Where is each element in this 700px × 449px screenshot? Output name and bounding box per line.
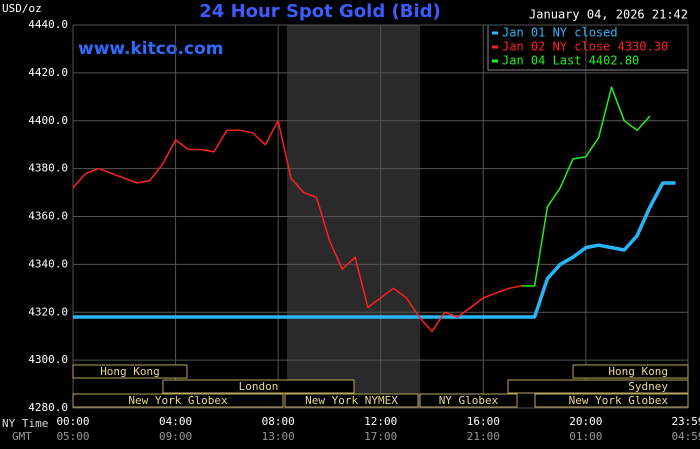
session-label: New York Globex [128,394,228,407]
session-bar [284,393,419,408]
x-tick-label: 16:00 [467,415,500,428]
session-label: New York NYMEX [305,394,398,407]
session-label: Sydney [628,380,668,393]
session-bar [72,364,188,379]
x2-tick-label: 05:00 [56,430,89,443]
x2-tick-label: 09:00 [159,430,192,443]
y-tick-label: 4300.0 [28,353,68,366]
price-line [521,86,651,287]
x2-tick-label: 04:59 [671,430,700,443]
x-axis-label: NY Time [2,417,48,430]
x-tick-label: 20:00 [569,415,602,428]
timestamp: January 04, 2026 21:42 [529,8,688,22]
y-tick-label: 4440.0 [28,18,68,31]
session-bar [572,364,689,379]
y-tick-label: 4340.0 [28,257,68,270]
session-bar [162,379,355,394]
legend [487,24,689,71]
y-axis-label: USD/oz [2,2,42,15]
x2-tick-label: 13:00 [262,430,295,443]
website: www.kitco.com [78,39,223,59]
session-bar [72,393,284,408]
y-tick-label: 4400.0 [28,114,68,127]
y-tick-label: 4380.0 [28,162,68,175]
legend-label: Jan 01 NY closed [502,26,618,40]
session-bar [507,379,689,394]
legend-label: Jan 02 NY close 4330.30 [502,40,668,54]
session-bar [419,393,518,408]
chart-title: 24 Hour Spot Gold (Bid) [199,1,440,22]
y-tick-label: 4320.0 [28,305,68,318]
x-tick-label: 00:00 [56,415,89,428]
session-label: New York Globex [569,394,669,407]
y-tick-label: 4420.0 [28,66,68,79]
x-tick-label: 23:59 [671,415,700,428]
price-line [73,181,676,319]
price-line [72,120,522,333]
x-tick-label: 12:00 [364,415,397,428]
x-tick-label: 04:00 [159,415,192,428]
session-label: London [239,380,279,393]
session-label: Hong Kong [100,365,160,378]
x2-axis-label: GMT [12,430,32,443]
y-tick-label: 4360.0 [28,210,68,223]
session-bar [534,393,689,408]
x-tick-label: 08:00 [262,415,295,428]
x2-tick-label: 01:00 [569,430,602,443]
session-label: NY Globex [439,394,499,407]
x2-tick-label: 21:00 [467,430,500,443]
y-tick-label: 4280.0 [28,401,68,414]
session-label: Hong Kong [608,365,668,378]
x2-tick-label: 17:00 [364,430,397,443]
legend-label: Jan 04 Last 4402.80 [502,54,639,68]
